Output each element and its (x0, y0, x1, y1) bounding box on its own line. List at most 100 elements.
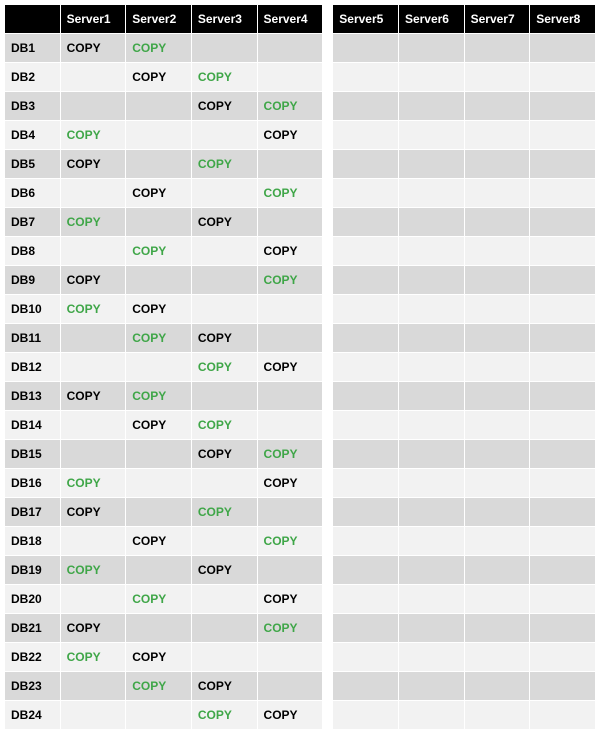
cell: COPY (257, 237, 323, 266)
row-header: DB1 (5, 34, 61, 63)
cell (191, 34, 257, 63)
cell (398, 672, 464, 701)
cell: COPY (191, 208, 257, 237)
table-row: DB3COPYCOPY (5, 92, 596, 121)
cell (191, 614, 257, 643)
cell (333, 440, 399, 469)
cell (398, 34, 464, 63)
cell (333, 469, 399, 498)
cell (126, 150, 192, 179)
cell (398, 92, 464, 121)
cell (398, 121, 464, 150)
cell (398, 295, 464, 324)
cell (530, 266, 596, 295)
cell (191, 469, 257, 498)
cell (126, 469, 192, 498)
cell: COPY (257, 266, 323, 295)
cell (191, 121, 257, 150)
row-header: DB13 (5, 382, 61, 411)
column-spacer (323, 469, 333, 498)
cell (126, 208, 192, 237)
cell (530, 150, 596, 179)
row-header: DB14 (5, 411, 61, 440)
cell (126, 556, 192, 585)
cell (398, 556, 464, 585)
cell: COPY (257, 121, 323, 150)
cell (333, 382, 399, 411)
cell (60, 585, 126, 614)
cell: COPY (257, 614, 323, 643)
cell (398, 643, 464, 672)
cell (464, 469, 530, 498)
cell: COPY (257, 440, 323, 469)
row-header: DB17 (5, 498, 61, 527)
column-spacer (323, 411, 333, 440)
cell (191, 237, 257, 266)
cell (530, 353, 596, 382)
cell (257, 382, 323, 411)
row-header: DB12 (5, 353, 61, 382)
row-header: DB18 (5, 527, 61, 556)
cell: COPY (191, 411, 257, 440)
cell (398, 150, 464, 179)
table-row: DB23COPYCOPY (5, 672, 596, 701)
cell: COPY (126, 527, 192, 556)
cell (257, 324, 323, 353)
cell: COPY (191, 672, 257, 701)
cell (191, 266, 257, 295)
cell (60, 353, 126, 382)
cell (60, 237, 126, 266)
header-corner (5, 5, 61, 34)
table-row: DB24COPYCOPY (5, 701, 596, 730)
cell (398, 440, 464, 469)
table-row: DB6COPYCOPY (5, 179, 596, 208)
table-header-row: Server1Server2Server3Server4Server5Serve… (5, 5, 596, 34)
cell (464, 411, 530, 440)
cell (257, 672, 323, 701)
cell (464, 63, 530, 92)
col-header-server1: Server1 (60, 5, 126, 34)
cell: COPY (126, 643, 192, 672)
col-header-server6: Server6 (398, 5, 464, 34)
cell (530, 440, 596, 469)
column-spacer (323, 440, 333, 469)
cell: COPY (257, 585, 323, 614)
cell (530, 63, 596, 92)
cell (530, 121, 596, 150)
cell (333, 179, 399, 208)
cell (464, 585, 530, 614)
cell (398, 353, 464, 382)
row-header: DB22 (5, 643, 61, 672)
cell (333, 237, 399, 266)
cell: COPY (126, 295, 192, 324)
cell (464, 643, 530, 672)
cell: COPY (60, 266, 126, 295)
cell (257, 498, 323, 527)
cell (530, 498, 596, 527)
cell (530, 527, 596, 556)
cell (398, 208, 464, 237)
cell (530, 295, 596, 324)
cell (333, 208, 399, 237)
column-spacer (323, 34, 333, 63)
cell: COPY (60, 498, 126, 527)
cell (60, 179, 126, 208)
cell (464, 440, 530, 469)
cell (257, 643, 323, 672)
cell: COPY (257, 92, 323, 121)
cell (60, 672, 126, 701)
cell: COPY (126, 672, 192, 701)
row-header: DB16 (5, 469, 61, 498)
col-header-server4: Server4 (257, 5, 323, 34)
table-row: DB16COPYCOPY (5, 469, 596, 498)
row-header: DB9 (5, 266, 61, 295)
cell (333, 121, 399, 150)
column-spacer (323, 527, 333, 556)
cell (464, 266, 530, 295)
cell: COPY (60, 469, 126, 498)
cell: COPY (60, 643, 126, 672)
cell: COPY (126, 179, 192, 208)
cell: COPY (191, 556, 257, 585)
cell (464, 353, 530, 382)
cell (398, 585, 464, 614)
